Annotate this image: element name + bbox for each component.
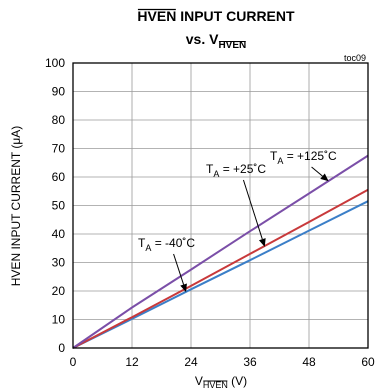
- x-axis-label: VHVEN (V): [195, 374, 247, 390]
- y-tick-label: 10: [52, 313, 66, 327]
- y-tick-label: 30: [52, 256, 66, 270]
- annotation-arrow-line: [173, 253, 185, 285]
- title-v-subscript: HVEN: [218, 40, 246, 51]
- x-ticks: 0 12 24 36 48 60: [70, 355, 375, 369]
- series-label-rest: = -40˚C: [151, 236, 195, 250]
- series-label-1: TA = +25˚C: [206, 162, 266, 179]
- y-tick-label: 60: [52, 170, 66, 184]
- title-vs-prefix: vs. V: [186, 31, 219, 47]
- y-ticks: 0 10 20 30 40 50 60 70 80 90 100: [45, 56, 65, 355]
- series-label-sub: A: [277, 156, 283, 166]
- chart-tag: toc09: [344, 53, 366, 63]
- y-tick-label: 50: [52, 199, 66, 213]
- annotation-arrow-head: [320, 173, 329, 182]
- annotation-arrow-line: [311, 166, 323, 177]
- series-label-t: T: [270, 149, 278, 163]
- series-label-rest: = +125˚C: [283, 149, 337, 163]
- chart-title-line1: HVEN INPUT CURRENT: [137, 8, 295, 24]
- series-label-2: TA = +125˚C: [270, 149, 337, 166]
- title-rest: INPUT CURRENT: [176, 8, 295, 24]
- xlabel-subscript: HVEN: [203, 380, 228, 390]
- series-label-t: T: [206, 162, 214, 176]
- x-tick-label: 12: [125, 355, 139, 369]
- y-tick-label: 100: [45, 56, 65, 70]
- series-line-0: [72, 200, 369, 349]
- title-hven-overlined: HVEN: [137, 8, 176, 24]
- series-label-0: TA = -40˚C: [138, 236, 195, 253]
- series-line-2: [72, 154, 369, 349]
- chart-title-line2: vs. VHVEN: [186, 31, 247, 51]
- y-tick-label: 0: [58, 341, 65, 355]
- series-label-sub: A: [145, 243, 151, 253]
- y-tick-label: 20: [52, 284, 66, 298]
- x-tick-label: 0: [70, 355, 77, 369]
- x-tick-label: 36: [243, 355, 257, 369]
- xlabel-v: V: [195, 374, 203, 388]
- x-tick-label: 48: [302, 355, 316, 369]
- xlabel-unit: (V): [228, 374, 247, 388]
- x-tick-label: 24: [184, 355, 198, 369]
- annotation-arrow-head: [180, 283, 187, 293]
- y-tick-label: 40: [52, 227, 66, 241]
- series-label-sub: A: [213, 169, 219, 179]
- grid: [73, 63, 368, 348]
- y-axis-label: HVEN INPUT CURRENT (μA): [9, 126, 23, 286]
- annotations-group: TA = -40˚CTA = +25˚CTA = +125˚C: [138, 149, 337, 293]
- series-line-1: [72, 188, 369, 349]
- series-label-rest: = +25˚C: [219, 162, 266, 176]
- x-tick-label: 60: [361, 355, 375, 369]
- y-tick-label: 70: [52, 142, 66, 156]
- y-tick-label: 90: [52, 85, 66, 99]
- annotation-arrow-head: [258, 238, 266, 247]
- plot-frame: [72, 62, 369, 349]
- series-group: [72, 154, 369, 349]
- annotation-arrow-line: [242, 179, 263, 240]
- series-label-t: T: [138, 236, 146, 250]
- y-tick-label: 80: [52, 113, 66, 127]
